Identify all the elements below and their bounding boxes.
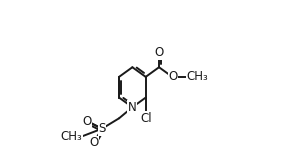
Text: Cl: Cl	[141, 112, 152, 125]
Text: O: O	[83, 115, 92, 128]
Text: S: S	[98, 122, 106, 135]
Text: O: O	[154, 46, 164, 59]
Text: O: O	[89, 136, 99, 149]
Text: O: O	[168, 70, 178, 83]
Text: CH₃: CH₃	[186, 70, 208, 83]
Text: CH₃: CH₃	[60, 130, 82, 143]
Text: N: N	[128, 101, 137, 114]
